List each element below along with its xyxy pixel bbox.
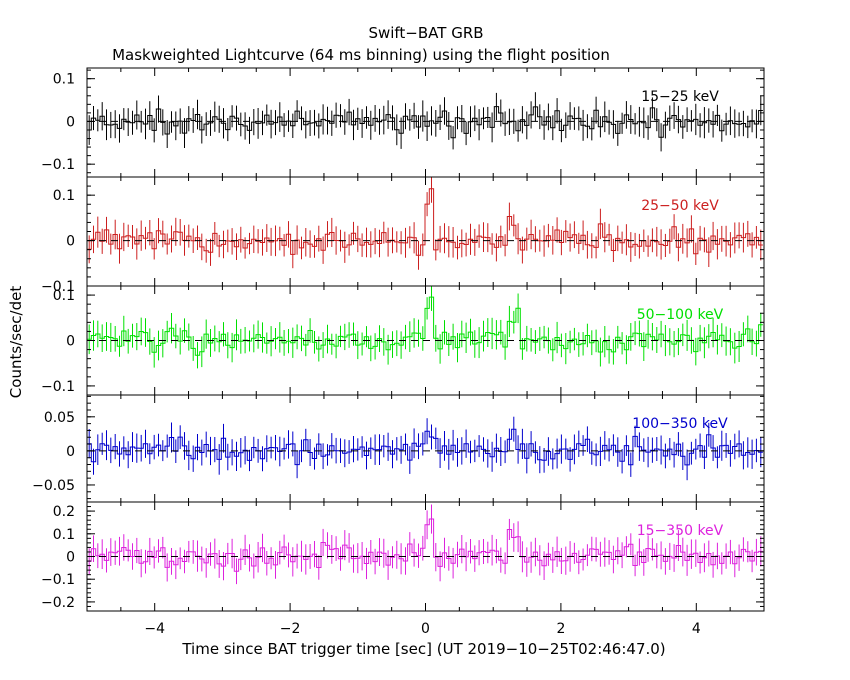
y-tick-label: 0 (66, 234, 75, 250)
y-tick-label: 0 (66, 114, 75, 130)
panel-3: −0.1 0 0.1 50−100 keV (41, 285, 765, 396)
y-tick-label: −0.1 (41, 572, 75, 588)
energy-band-label: 100−350 keV (632, 416, 728, 432)
y-tick-label: −0.1 (41, 379, 75, 395)
x-tick-label: −2 (280, 621, 301, 637)
chart-title: Swift−BAT GRB (368, 24, 483, 42)
x-axis-label: Time since BAT trigger time [sec] (UT 20… (181, 640, 665, 658)
rate-series (87, 296, 763, 356)
panel-2: −0.1 0 0.1 25−50 keV (41, 176, 765, 295)
energy-band-label: 15−350 keV (637, 523, 724, 539)
y-tick-label: 0 (66, 550, 75, 566)
y-tick-label: −0.05 (32, 478, 75, 494)
panels-group: −0.1 0 0.1 15−25 keV −0.1 0 0.1 25−50 keV −0.1 0 0… (32, 67, 765, 637)
panel-1: −0.1 0 0.1 15−25 keV (41, 67, 765, 178)
y-tick-label: 0.2 (53, 504, 75, 520)
y-tick-label: 0 (66, 334, 75, 350)
y-tick-label: 0.05 (44, 410, 75, 426)
y-tick-label: 0.1 (53, 72, 75, 88)
y-tick-label: 0.1 (53, 288, 75, 304)
rate-series (87, 518, 763, 572)
x-tick-label: 0 (421, 621, 430, 637)
rate-series (87, 188, 763, 256)
y-tick-label: 0.1 (53, 188, 75, 204)
x-tick-label: 4 (692, 621, 701, 637)
energy-band-label: 25−50 keV (641, 198, 719, 214)
panel-4: −0.05 0 0.05 100−350 keV (32, 394, 765, 503)
x-tick-label: −4 (144, 621, 165, 637)
y-tick-label: −0.1 (41, 157, 75, 173)
panel-5: −0.2 −0.1 0 0.1 0.2 15−350 keV (41, 501, 765, 612)
energy-band-label: 50−100 keV (637, 307, 724, 323)
y-tick-label: 0 (66, 444, 75, 460)
energy-band-label: 15−25 keV (641, 89, 719, 105)
y-axis-label: Counts/sec/det (7, 286, 25, 399)
x-tick-label: 2 (556, 621, 565, 637)
y-tick-label: 0.1 (53, 527, 75, 543)
y-tick-label: −0.1 (41, 279, 75, 295)
chart-subtitle: Maskweighted Lightcurve (64 ms binning) … (112, 46, 610, 64)
y-tick-label: −0.2 (41, 595, 75, 611)
